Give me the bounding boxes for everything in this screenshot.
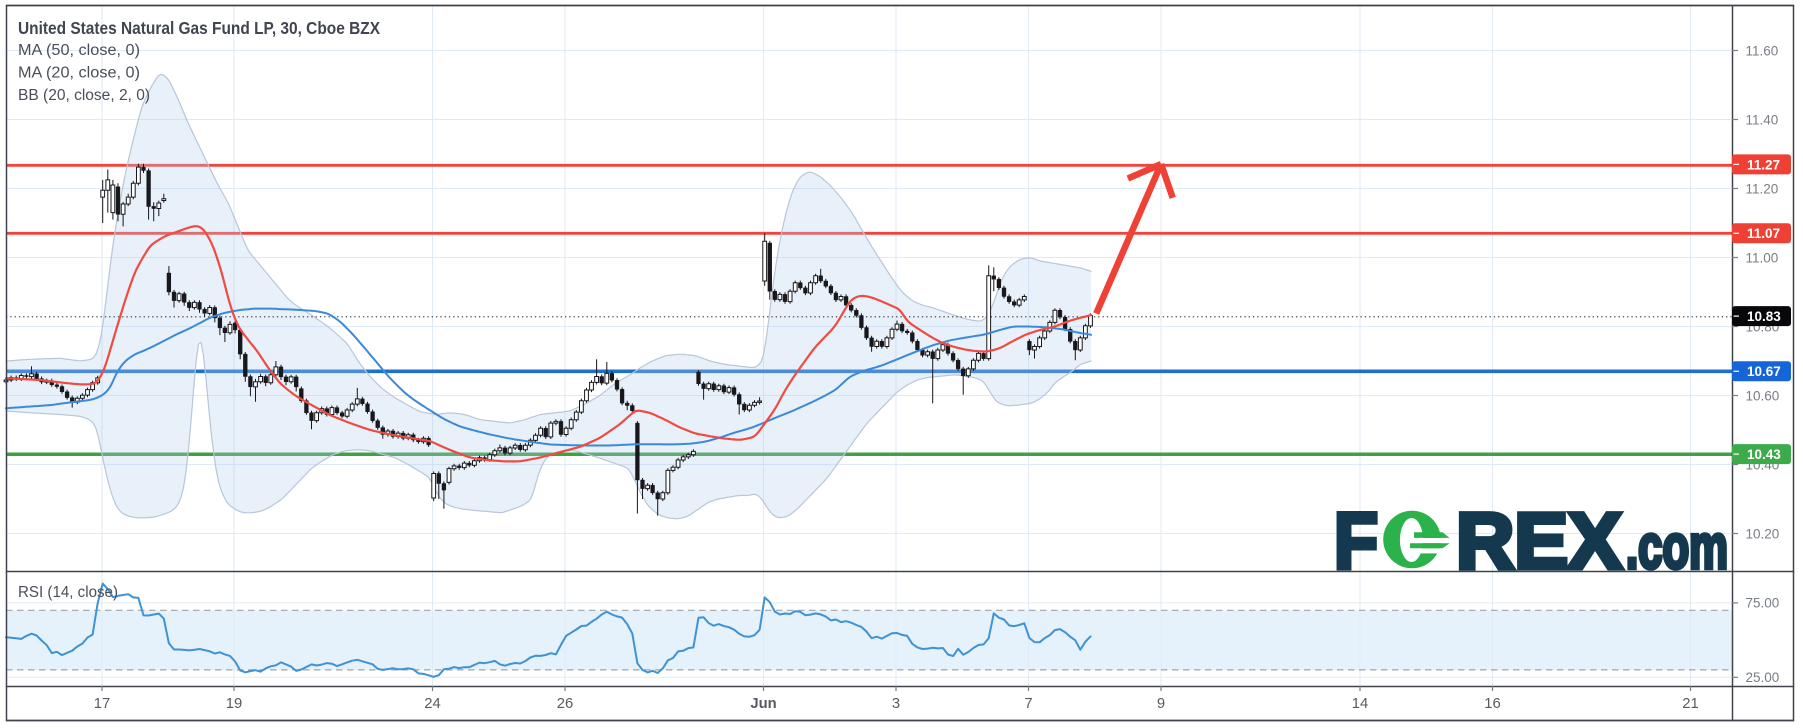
svg-text:14: 14 bbox=[1352, 696, 1368, 712]
svg-text:10.67: 10.67 bbox=[1747, 364, 1781, 379]
svg-text:19: 19 bbox=[226, 696, 242, 712]
svg-text:11.07: 11.07 bbox=[1747, 226, 1780, 241]
svg-text:RSI (14, close): RSI (14, close) bbox=[18, 584, 118, 601]
svg-text:11.60: 11.60 bbox=[1746, 43, 1779, 58]
svg-text:F: F bbox=[1334, 496, 1378, 585]
svg-text:10.43: 10.43 bbox=[1747, 447, 1781, 462]
svg-text:25.00: 25.00 bbox=[1746, 670, 1780, 685]
svg-text:11.27: 11.27 bbox=[1747, 157, 1780, 172]
svg-text:26: 26 bbox=[557, 696, 573, 712]
svg-text:21: 21 bbox=[1682, 696, 1698, 712]
svg-text:11.20: 11.20 bbox=[1746, 181, 1779, 196]
svg-text:11.00: 11.00 bbox=[1746, 250, 1779, 265]
svg-text:75.00: 75.00 bbox=[1746, 596, 1780, 611]
svg-text:11.40: 11.40 bbox=[1746, 112, 1779, 127]
svg-text:Jun: Jun bbox=[750, 696, 776, 712]
svg-text:10.83: 10.83 bbox=[1747, 309, 1781, 324]
svg-text:MA (50, close, 0): MA (50, close, 0) bbox=[18, 42, 140, 59]
svg-text:10.60: 10.60 bbox=[1746, 388, 1780, 403]
svg-text:BB (20, close, 2, 0): BB (20, close, 2, 0) bbox=[18, 87, 150, 104]
svg-text:7: 7 bbox=[1024, 696, 1032, 712]
svg-text:3: 3 bbox=[892, 696, 900, 712]
svg-text:17: 17 bbox=[94, 696, 110, 712]
svg-text:16: 16 bbox=[1484, 696, 1500, 712]
svg-text:MA (20, close, 0): MA (20, close, 0) bbox=[18, 65, 140, 82]
svg-text:10.20: 10.20 bbox=[1746, 526, 1780, 541]
svg-text:United States Natural Gas Fund: United States Natural Gas Fund LP, 30, C… bbox=[18, 18, 380, 38]
svg-text:9: 9 bbox=[1157, 696, 1165, 712]
svg-text:24: 24 bbox=[424, 696, 440, 712]
